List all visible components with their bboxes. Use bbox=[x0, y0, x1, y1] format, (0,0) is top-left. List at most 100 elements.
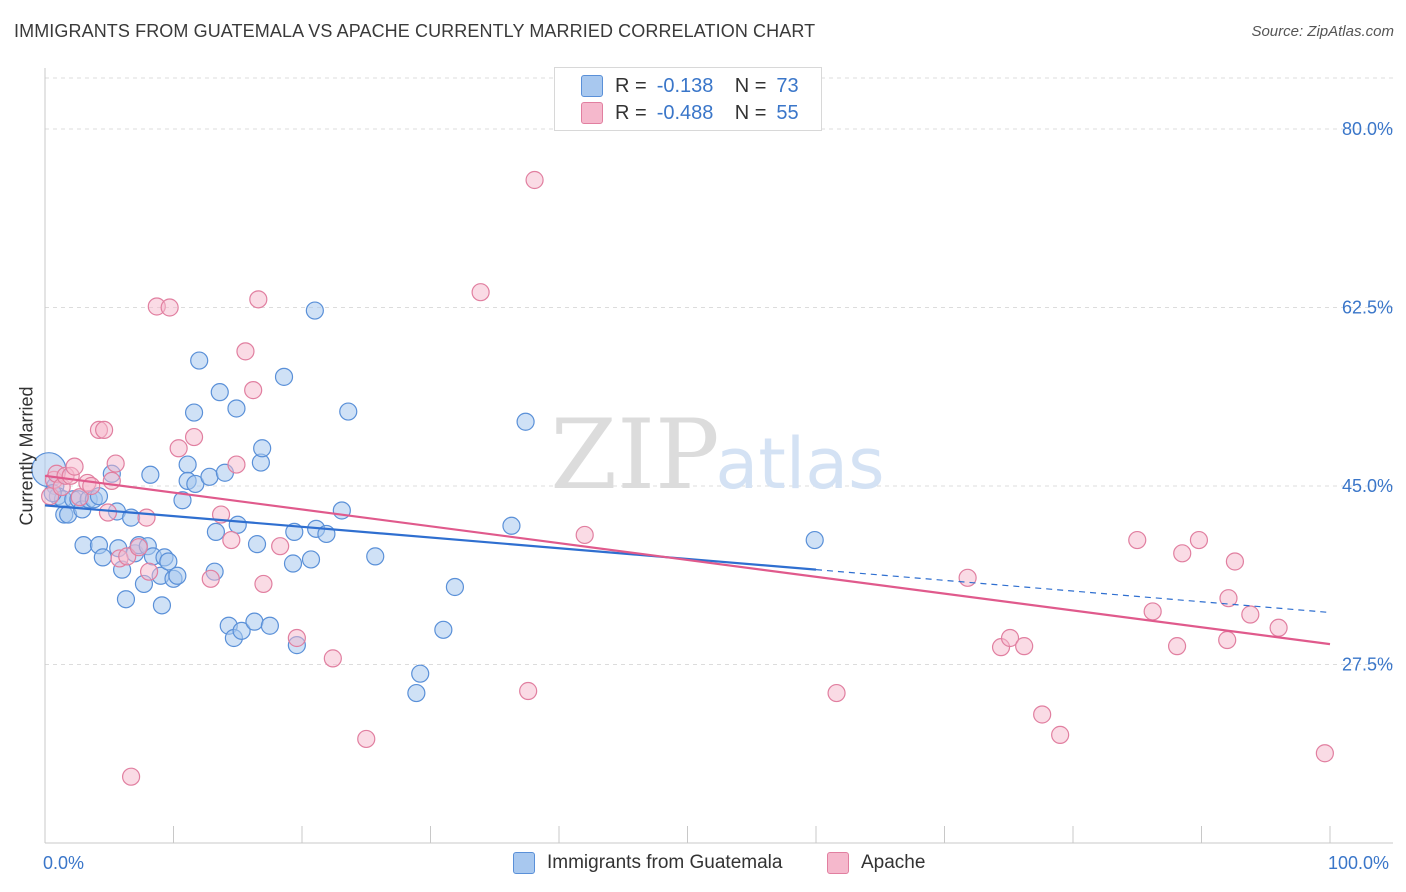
y-axis-label: Currently Married bbox=[16, 386, 37, 526]
series-legend: Immigrants from Guatemala Apache bbox=[0, 852, 1406, 878]
data-point-apache bbox=[222, 530, 241, 550]
data-point-apache bbox=[1143, 602, 1162, 621]
data-point-apache bbox=[1218, 630, 1237, 650]
data-point-guatemala bbox=[502, 516, 521, 535]
data-point-apache bbox=[323, 649, 342, 668]
trend-lines bbox=[44, 474, 1331, 646]
legend-label: Apache bbox=[861, 852, 926, 873]
stats-legend: R = -0.138 N = 73 R = -0.488 N = 55 bbox=[554, 67, 822, 131]
data-point-apache bbox=[95, 420, 114, 439]
data-point-apache bbox=[137, 508, 156, 527]
chart-title: IMMIGRANTS FROM GUATEMALA VS APACHE CURR… bbox=[14, 21, 816, 41]
n-label: N = bbox=[734, 101, 767, 124]
data-point-apache bbox=[1033, 705, 1052, 724]
y-tick-label: 80.0% bbox=[1342, 119, 1393, 139]
data-point-guatemala bbox=[305, 301, 324, 320]
n-value: 73 bbox=[776, 74, 799, 97]
data-point-apache bbox=[106, 454, 125, 473]
data-point-apache bbox=[1015, 637, 1034, 656]
data-point-apache bbox=[1051, 725, 1070, 744]
data-point-apache bbox=[236, 342, 255, 361]
data-point-guatemala bbox=[247, 535, 267, 554]
r-label: R = bbox=[615, 101, 647, 124]
data-point-apache bbox=[249, 290, 268, 309]
y-tick-labels: 27.5% 45.0% 62.5% 80.0% bbox=[1342, 119, 1393, 675]
data-point-apache bbox=[271, 537, 290, 556]
data-point-guatemala bbox=[206, 522, 226, 542]
data-point-apache bbox=[70, 488, 89, 507]
data-point-guatemala bbox=[227, 399, 246, 418]
data-point-guatemala bbox=[260, 616, 279, 635]
data-point-guatemala bbox=[116, 590, 136, 609]
data-point-guatemala bbox=[301, 550, 321, 569]
data-point-apache bbox=[958, 568, 977, 587]
watermark-atlas: atlas bbox=[715, 423, 884, 505]
data-point-guatemala bbox=[168, 566, 187, 585]
grid-lines bbox=[45, 77, 1393, 665]
n-value: 55 bbox=[776, 101, 799, 124]
data-point-apache bbox=[184, 427, 204, 447]
data-point-guatemala bbox=[93, 548, 112, 567]
data-point-apache bbox=[1128, 530, 1147, 550]
data-point-apache bbox=[471, 283, 490, 302]
data-point-guatemala bbox=[200, 467, 219, 486]
legend-label: Immigrants from Guatemala bbox=[547, 852, 783, 873]
data-point-apache bbox=[1241, 605, 1260, 624]
data-point-apache bbox=[1219, 589, 1238, 608]
blue-swatch bbox=[513, 852, 535, 874]
stats-row-apache: R = -0.488 N = 55 bbox=[581, 100, 799, 126]
data-point-apache bbox=[575, 525, 594, 545]
data-point-apache bbox=[519, 681, 538, 701]
source-label: Source: ZipAtlas.com bbox=[1251, 23, 1394, 40]
data-point-apache bbox=[98, 503, 118, 522]
r-value: -0.488 bbox=[656, 101, 714, 124]
data-point-guatemala bbox=[152, 596, 172, 615]
data-point-apache bbox=[827, 683, 846, 703]
data-point-guatemala bbox=[184, 403, 204, 422]
data-point-apache bbox=[357, 729, 376, 749]
data-point-apache bbox=[525, 170, 544, 190]
data-point-guatemala bbox=[253, 439, 272, 458]
data-point-guatemala bbox=[285, 522, 304, 542]
data-point-guatemala bbox=[159, 552, 178, 571]
data-point-apache bbox=[102, 471, 121, 490]
data-point-apache bbox=[1225, 552, 1245, 571]
data-point-guatemala bbox=[173, 491, 192, 510]
legend-item-guatemala[interactable]: Immigrants from Guatemala bbox=[513, 852, 782, 874]
data-point-apache bbox=[1000, 628, 1020, 648]
y-tick-label: 62.5% bbox=[1342, 298, 1393, 318]
data-point-apache bbox=[1315, 744, 1334, 763]
y-tick-label: 45.0% bbox=[1342, 476, 1393, 496]
data-point-apache bbox=[254, 574, 273, 594]
data-point-guatemala bbox=[274, 367, 294, 386]
data-point-apache bbox=[169, 439, 188, 458]
data-point-apache bbox=[1189, 530, 1209, 550]
trend-line-apache bbox=[44, 474, 1331, 646]
data-point-guatemala bbox=[411, 664, 430, 683]
data-point-apache bbox=[1269, 618, 1288, 637]
r-label: R = bbox=[615, 74, 647, 97]
data-point-guatemala bbox=[210, 383, 229, 402]
x-tick-label-min: 0.0% bbox=[43, 853, 85, 873]
data-point-apache bbox=[1167, 637, 1187, 656]
data-point-guatemala bbox=[407, 683, 426, 703]
data-point-apache bbox=[129, 538, 148, 557]
data-point-guatemala bbox=[516, 412, 535, 431]
watermark-zip: ZIP bbox=[550, 399, 719, 511]
data-point-guatemala bbox=[366, 547, 385, 566]
data-point-guatemala bbox=[74, 536, 93, 555]
pink-swatch bbox=[827, 852, 849, 874]
legend-item-apache[interactable]: Apache bbox=[827, 852, 925, 874]
data-point-apache bbox=[244, 381, 263, 400]
r-value: -0.138 bbox=[656, 74, 714, 97]
data-point-apache bbox=[227, 455, 246, 474]
data-point-apache bbox=[65, 457, 84, 476]
data-point-apache bbox=[160, 298, 179, 317]
data-point-guatemala bbox=[339, 402, 358, 421]
data-point-guatemala bbox=[805, 530, 824, 550]
data-point-guatemala bbox=[141, 465, 160, 484]
data-point-guatemala bbox=[445, 577, 465, 597]
data-point-apache bbox=[139, 562, 159, 581]
pink-swatch bbox=[581, 102, 603, 124]
